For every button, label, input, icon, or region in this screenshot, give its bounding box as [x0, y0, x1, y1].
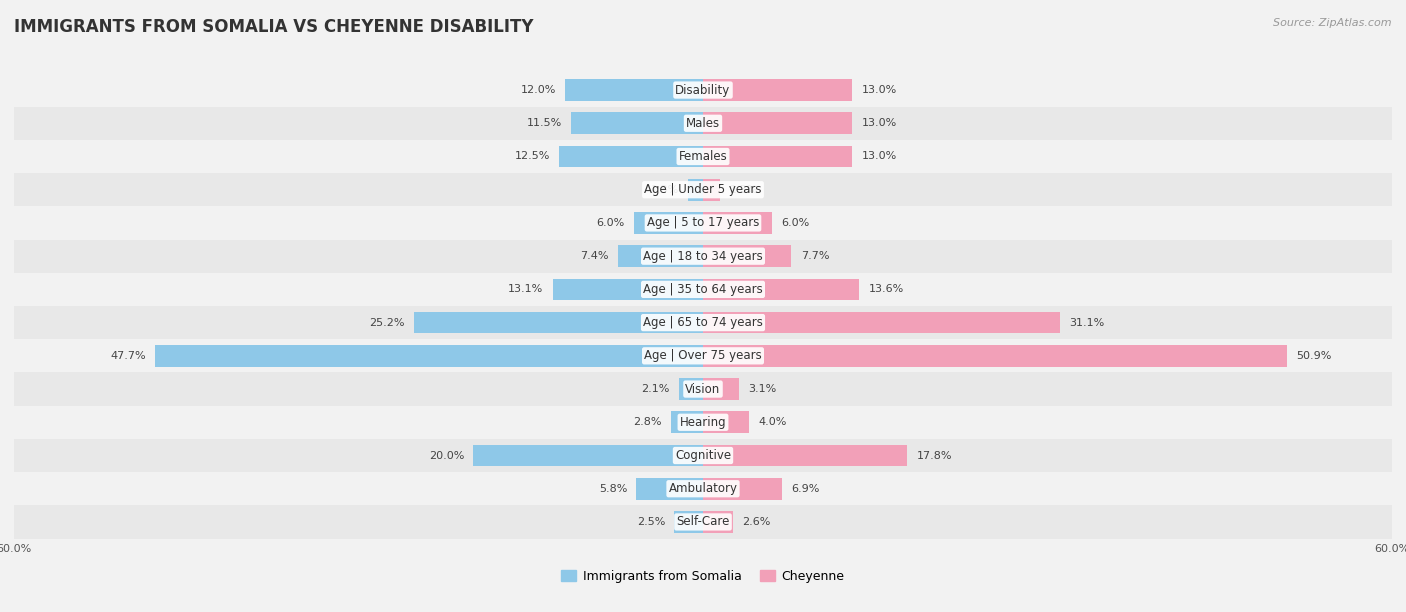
Bar — [14, 339, 1392, 373]
Text: 2.5%: 2.5% — [637, 517, 665, 527]
Text: 2.8%: 2.8% — [633, 417, 662, 427]
Bar — [703, 80, 852, 101]
Text: 1.3%: 1.3% — [651, 185, 679, 195]
Text: Disability: Disability — [675, 84, 731, 97]
Text: 12.5%: 12.5% — [515, 152, 550, 162]
Text: Hearing: Hearing — [679, 416, 727, 429]
Bar — [14, 472, 1392, 506]
Bar — [634, 212, 703, 234]
Text: 20.0%: 20.0% — [429, 450, 464, 460]
Bar — [703, 378, 738, 400]
Text: 7.4%: 7.4% — [581, 251, 609, 261]
Bar — [703, 445, 907, 466]
Bar — [14, 273, 1392, 306]
Text: 2.6%: 2.6% — [742, 517, 770, 527]
Bar — [14, 373, 1392, 406]
Legend: Immigrants from Somalia, Cheyenne: Immigrants from Somalia, Cheyenne — [557, 565, 849, 588]
Text: 13.0%: 13.0% — [862, 85, 897, 95]
Text: 6.0%: 6.0% — [782, 218, 810, 228]
Text: 4.0%: 4.0% — [758, 417, 786, 427]
Bar — [413, 312, 703, 334]
Text: 3.1%: 3.1% — [748, 384, 776, 394]
Bar — [565, 80, 703, 101]
Text: 13.6%: 13.6% — [869, 285, 904, 294]
Bar — [553, 278, 703, 300]
Bar — [560, 146, 703, 167]
Text: Age | 65 to 74 years: Age | 65 to 74 years — [643, 316, 763, 329]
Bar — [703, 511, 733, 532]
Bar — [619, 245, 703, 267]
Text: 5.8%: 5.8% — [599, 483, 627, 494]
Bar — [14, 239, 1392, 273]
Text: 25.2%: 25.2% — [368, 318, 405, 327]
Text: Age | Over 75 years: Age | Over 75 years — [644, 349, 762, 362]
Bar — [14, 306, 1392, 339]
Text: 31.1%: 31.1% — [1070, 318, 1105, 327]
Bar — [679, 378, 703, 400]
Text: 17.8%: 17.8% — [917, 450, 952, 460]
Bar — [703, 312, 1060, 334]
Text: 2.1%: 2.1% — [641, 384, 669, 394]
Text: Males: Males — [686, 117, 720, 130]
Text: IMMIGRANTS FROM SOMALIA VS CHEYENNE DISABILITY: IMMIGRANTS FROM SOMALIA VS CHEYENNE DISA… — [14, 18, 533, 36]
Bar — [14, 106, 1392, 140]
Bar — [637, 478, 703, 499]
Text: 13.1%: 13.1% — [508, 285, 543, 294]
Bar — [703, 146, 852, 167]
Bar — [571, 113, 703, 134]
Bar — [703, 411, 749, 433]
Bar — [703, 113, 852, 134]
Bar — [14, 140, 1392, 173]
Text: Source: ZipAtlas.com: Source: ZipAtlas.com — [1274, 18, 1392, 28]
Text: Age | 18 to 34 years: Age | 18 to 34 years — [643, 250, 763, 263]
Bar — [703, 245, 792, 267]
Text: 1.5%: 1.5% — [730, 185, 758, 195]
Bar — [703, 212, 772, 234]
Bar — [474, 445, 703, 466]
Text: 50.9%: 50.9% — [1296, 351, 1331, 361]
Bar — [14, 73, 1392, 106]
Text: Females: Females — [679, 150, 727, 163]
Bar — [14, 439, 1392, 472]
Text: Self-Care: Self-Care — [676, 515, 730, 528]
Text: 6.9%: 6.9% — [792, 483, 820, 494]
Bar — [14, 506, 1392, 539]
Text: 12.0%: 12.0% — [520, 85, 555, 95]
Bar — [703, 345, 1288, 367]
Text: Age | 5 to 17 years: Age | 5 to 17 years — [647, 217, 759, 230]
Text: 7.7%: 7.7% — [800, 251, 830, 261]
Bar — [14, 206, 1392, 239]
Bar — [703, 478, 782, 499]
Bar — [155, 345, 703, 367]
Text: 13.0%: 13.0% — [862, 118, 897, 129]
Bar — [14, 406, 1392, 439]
Text: 13.0%: 13.0% — [862, 152, 897, 162]
Text: 11.5%: 11.5% — [526, 118, 562, 129]
Bar — [14, 173, 1392, 206]
Text: 47.7%: 47.7% — [111, 351, 146, 361]
Bar — [703, 278, 859, 300]
Text: Vision: Vision — [685, 382, 721, 395]
Text: 6.0%: 6.0% — [596, 218, 624, 228]
Bar — [688, 179, 703, 201]
Text: Ambulatory: Ambulatory — [668, 482, 738, 495]
Text: Cognitive: Cognitive — [675, 449, 731, 462]
Text: Age | Under 5 years: Age | Under 5 years — [644, 183, 762, 196]
Bar — [671, 411, 703, 433]
Bar — [675, 511, 703, 532]
Text: Age | 35 to 64 years: Age | 35 to 64 years — [643, 283, 763, 296]
Bar — [703, 179, 720, 201]
